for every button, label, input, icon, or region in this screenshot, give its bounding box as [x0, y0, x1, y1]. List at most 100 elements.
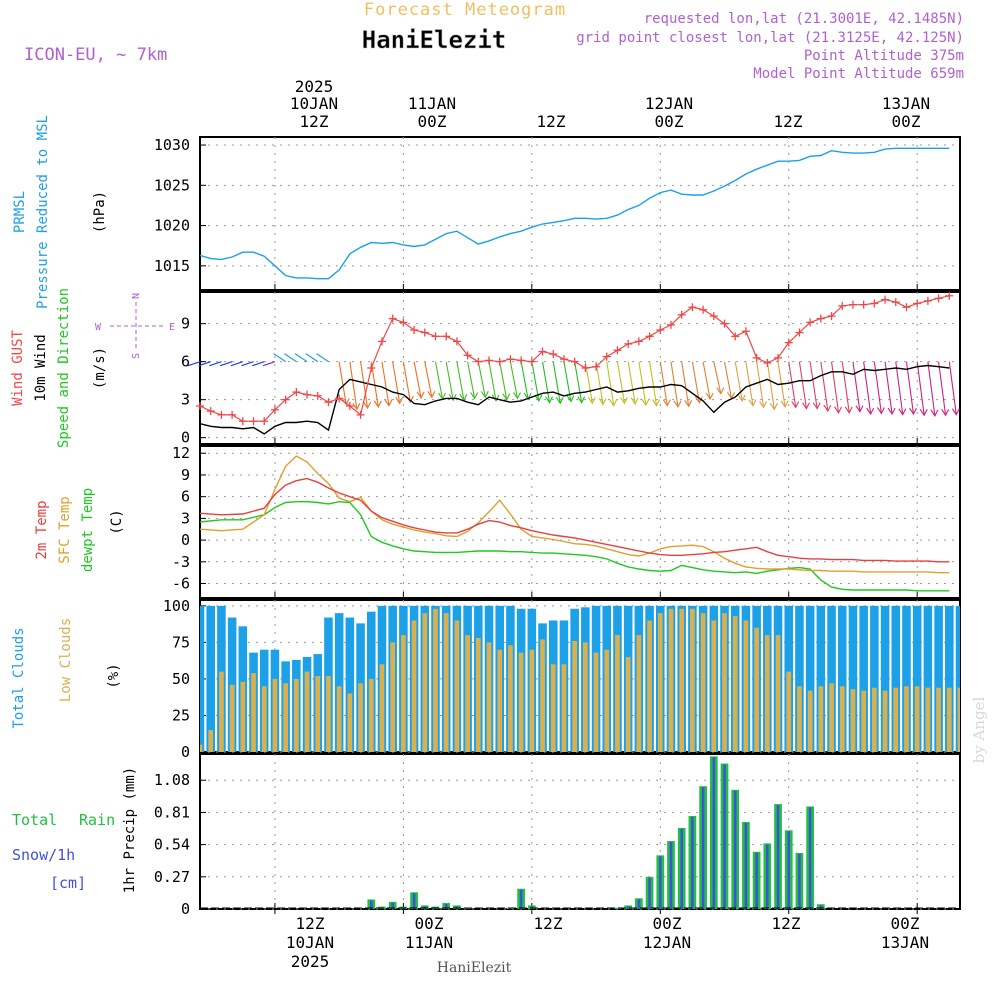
wind-arrow-head	[748, 399, 757, 407]
panel-frame-1	[199, 291, 961, 445]
low-cloud-bar	[508, 645, 513, 752]
y-tick-label: 1030	[154, 136, 190, 154]
top-hour-1: 12Z	[300, 112, 329, 131]
compass-w: W	[95, 322, 102, 333]
top-hour-5: 12Z	[774, 112, 803, 131]
y-tick-label: 0	[181, 900, 190, 918]
rain-bar-core	[701, 787, 705, 909]
rain-bar-core	[819, 905, 823, 909]
wind-direction-arrow	[948, 361, 957, 415]
top-time-axis: 2025 10JAN 12Z 11JAN 00Z 12Z 12JAN 00Z 1…	[290, 77, 930, 131]
bottom-time-axis: 12Z 10JAN 2025 00Z 11JAN 12Z 00Z 12JAN 1…	[286, 914, 929, 971]
total-cloud-bar	[902, 605, 911, 752]
wind-arrow-head	[812, 402, 821, 410]
wind-arrow-head	[652, 399, 661, 407]
panel-frame-4	[199, 753, 961, 910]
total-cloud-bar	[816, 605, 826, 752]
wind-arrow-head	[705, 392, 714, 401]
footer-location: HaniElezit	[437, 960, 512, 976]
wind-dir-label: Speed and Direction	[56, 288, 72, 448]
top-hour-3: 12Z	[537, 112, 566, 131]
sfc-temp-line	[199, 455, 950, 574]
low-cloud-bar	[326, 676, 331, 752]
wind-direction-arrow	[863, 361, 872, 415]
wind-arrow-head	[855, 405, 864, 413]
wind-direction-arrow	[305, 353, 319, 363]
bottom-date-10jan: 10JAN	[286, 933, 334, 952]
low-cloud-bar	[668, 608, 674, 752]
wind-arrow-head	[384, 399, 393, 407]
total-cloud-bar	[805, 605, 815, 752]
low-cloud-bar	[251, 673, 256, 752]
wind-arrow-head	[555, 396, 564, 405]
low-cloud-bar	[946, 687, 952, 752]
wind-direction-arrow	[477, 361, 486, 398]
y-tick-label: 6	[181, 353, 190, 371]
gridpoint-coords: grid point closest lon,lat (21.3125E, 42…	[576, 30, 964, 46]
bottom-hour-4: 00Z	[653, 914, 682, 933]
top-date-10jan: 10JAN	[290, 94, 338, 113]
compass-n: N	[131, 293, 142, 299]
wind-speed-line	[199, 364, 950, 435]
wind-arrow-head	[609, 399, 618, 407]
wind-arrow-head	[737, 394, 746, 402]
low-cloud-bar	[593, 652, 599, 752]
wind-arrow-head	[716, 387, 725, 395]
low-cloud-bar	[936, 687, 941, 752]
precip-unit: 1hr Precip (mm)	[122, 767, 138, 893]
wind-direction-arrow	[381, 361, 390, 406]
wind-direction-arrow	[424, 361, 433, 398]
wind-direction-arrow	[467, 361, 476, 399]
wind-direction-arrow	[745, 361, 754, 406]
total-cloud-bar	[334, 613, 344, 752]
wind-arrow-head	[759, 401, 768, 409]
y-tick-label: 1015	[154, 257, 190, 275]
bottom-date-13jan: 13JAN	[881, 933, 929, 952]
total-cloud-bar	[912, 605, 922, 752]
low-cloud-bar	[957, 687, 960, 752]
wind-direction-arrow	[820, 361, 829, 412]
wind-direction-arrow	[241, 361, 254, 367]
rain-bar-core	[744, 822, 748, 909]
top-date-11jan: 11JAN	[408, 94, 456, 113]
wind-direction-arrow	[219, 361, 233, 367]
rain-bar-core	[755, 852, 758, 909]
y-tick-label: 6	[181, 488, 190, 506]
low-cloud-bar	[722, 613, 727, 752]
clouds-total-label: Total Clouds	[11, 627, 27, 728]
low-cloud-bar	[818, 686, 824, 752]
wind-direction-arrow	[434, 361, 444, 400]
wind-direction-arrow	[413, 361, 422, 398]
low-cloud-bar	[764, 635, 770, 752]
wind-direction-arrow	[756, 361, 765, 408]
low-cloud-bar	[786, 671, 792, 752]
y-tick-label: 3	[181, 391, 190, 409]
low-cloud-bar	[550, 664, 556, 752]
wind-arrow-head	[480, 390, 489, 399]
y-tick-label: -6	[172, 575, 190, 593]
total-cloud-bar	[345, 617, 355, 752]
wind-direction-arrow	[520, 361, 529, 400]
wind-arrow-head	[887, 407, 896, 416]
y-tick-label: 1.08	[154, 771, 190, 789]
bottom-hour-3: 12Z	[534, 914, 563, 933]
bottom-date-12jan: 12JAN	[643, 933, 691, 952]
wind-direction-arrow	[316, 353, 329, 363]
low-cloud-bar	[604, 649, 610, 752]
wind-arrow-head	[363, 401, 372, 410]
wind-direction-arrow	[252, 361, 265, 367]
requested-coords: requested lon,lat (21.3001E, 42.1485N)	[644, 11, 964, 27]
low-cloud-bar	[518, 652, 524, 752]
wind-arrow-head	[448, 393, 457, 402]
total-cloud-bar	[795, 605, 804, 752]
chart-title: Forecast Meteogram	[364, 0, 566, 20]
rain-bar-core	[766, 844, 769, 909]
low-cloud-bar	[529, 649, 535, 752]
low-cloud-bar	[700, 613, 706, 752]
total-cloud-bar	[870, 605, 879, 752]
low-cloud-bar	[540, 639, 545, 752]
model-altitude: Model Point Altitude 659m	[753, 66, 964, 82]
low-cloud-bar	[315, 676, 321, 752]
wind-arrow-head	[502, 393, 511, 401]
low-cloud-bar	[347, 693, 353, 752]
